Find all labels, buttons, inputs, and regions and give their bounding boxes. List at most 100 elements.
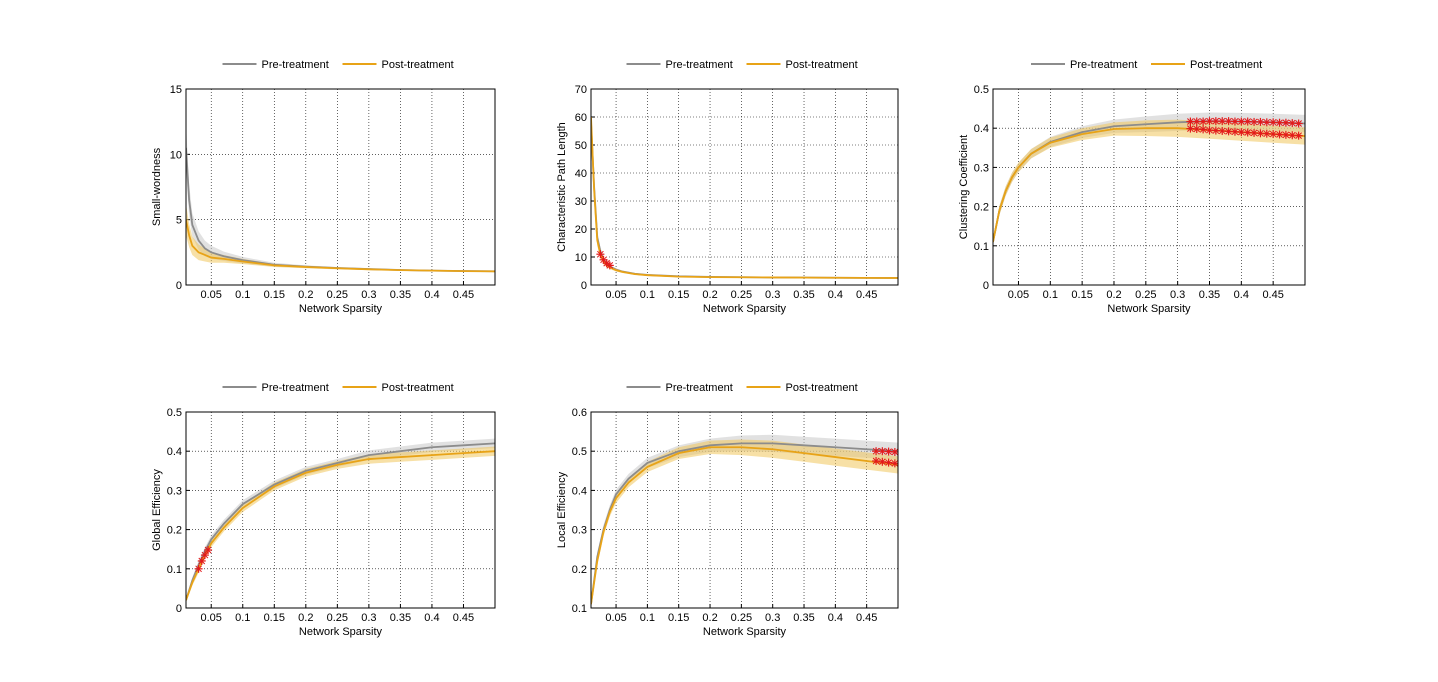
- x-tick-label: 0.3: [361, 289, 376, 301]
- x-tick-label: 0.1: [235, 612, 250, 624]
- y-tick-label: 5: [176, 215, 182, 227]
- significance-marker: [1218, 126, 1227, 135]
- y-tick-label: 70: [575, 84, 587, 96]
- x-tick-label: 0.05: [605, 289, 626, 301]
- significance-marker: [1269, 130, 1278, 139]
- y-tick-label: 0.1: [974, 241, 989, 253]
- y-tick-label: 0.3: [572, 525, 587, 537]
- legend: Pre-treatment Post-treatment: [626, 382, 858, 394]
- x-tick-label: 0.1: [1043, 289, 1058, 301]
- x-tick-label: 0.2: [298, 612, 313, 624]
- y-tick-label: 0.3: [167, 485, 182, 497]
- x-tick-label: 0.4: [828, 612, 843, 624]
- x-tick-label: 0.4: [1234, 289, 1249, 301]
- x-tick-label: 0.05: [1008, 289, 1029, 301]
- significance-marker: [1192, 117, 1201, 126]
- x-tick-label: 0.15: [264, 289, 285, 301]
- x-tick-label: 0.2: [702, 612, 717, 624]
- legend-pre-label: Pre-treatment: [262, 59, 329, 71]
- grid: [591, 88, 898, 286]
- legend-post-label: Post-treatment: [786, 382, 858, 394]
- significance-marker: [884, 458, 893, 467]
- y-tick-label: 0.4: [167, 446, 182, 458]
- legend-post-label: Post-treatment: [382, 382, 454, 394]
- axes-frame: [992, 88, 1306, 286]
- axes-frame: [590, 88, 899, 286]
- significance-marker: [197, 556, 206, 565]
- legend: Pre-treatment Post-treatment: [222, 59, 454, 71]
- y-tick-label: 0.5: [572, 446, 587, 458]
- significance-marker: [1199, 125, 1208, 134]
- legend-post-label: Post-treatment: [786, 59, 858, 71]
- x-axis-label: Network Sparsity: [299, 626, 383, 638]
- y-tick-label: 10: [575, 252, 587, 264]
- y-tick-label: 30: [575, 196, 587, 208]
- significance-markers: [1186, 117, 1303, 140]
- y-tick-label: 50: [575, 140, 587, 152]
- legend-post-label: Post-treatment: [1190, 59, 1262, 71]
- post-treatment-band: [591, 439, 898, 608]
- clustering-coefficient-chart: Pre-treatment Post-treatment 0.05 0.1 0.15 0.…: [958, 59, 1306, 315]
- post-treatment-band: [993, 119, 1305, 246]
- significance-marker: [200, 551, 209, 560]
- series-group: [186, 124, 495, 273]
- x-tick-label: 0.3: [765, 289, 780, 301]
- x-tick-label: 0.3: [765, 612, 780, 624]
- axes-frame: [185, 88, 496, 286]
- x-tick-label: 0.45: [1262, 289, 1283, 301]
- significance-marker: [1205, 117, 1214, 126]
- plot-area: [591, 89, 898, 285]
- y-tick-label: 0.6: [572, 407, 587, 419]
- x-tick-label: 0.45: [856, 289, 877, 301]
- y-axis-label: Characteristic Path Length: [556, 122, 568, 252]
- y-tick-label: 0: [176, 280, 182, 292]
- x-tick-label: 0.35: [793, 612, 814, 624]
- y-tick-label: 60: [575, 112, 587, 124]
- y-tick-label: 0.1: [167, 564, 182, 576]
- pre-treatment-band: [591, 434, 898, 608]
- x-tick-label: 0.3: [1170, 289, 1185, 301]
- significance-markers: [596, 250, 614, 270]
- post-treatment-line: [186, 450, 495, 601]
- legend-pre-label: Pre-treatment: [666, 59, 733, 71]
- legend: Pre-treatment Post-treatment: [1031, 59, 1262, 71]
- legend-pre-label: Pre-treatment: [666, 382, 733, 394]
- x-tick-label: 0.25: [1135, 289, 1156, 301]
- characteristic-path-length-chart: Pre-treatment Post-treatment 0.05 0.1 0.15 0.…: [556, 59, 899, 315]
- x-tick-label: 0.2: [298, 289, 313, 301]
- local-efficiency-chart: Pre-treatment Post-treatment 0.05 0.1 0.15 0.…: [556, 382, 899, 638]
- x-tick-label: 0.4: [424, 289, 439, 301]
- y-tick-label: 40: [575, 168, 587, 180]
- significance-markers: [194, 545, 213, 573]
- y-tick-label: 0: [581, 280, 587, 292]
- series-group: [993, 112, 1305, 246]
- series-group: [186, 438, 495, 603]
- significance-marker: [1211, 117, 1220, 126]
- post-treatment-line: [591, 446, 898, 605]
- significance-marker: [1269, 118, 1278, 127]
- x-tick-label: 0.45: [856, 612, 877, 624]
- y-tick-label: 0.5: [974, 84, 989, 96]
- y-tick-label: 0.4: [974, 123, 989, 135]
- significance-marker: [1294, 131, 1303, 140]
- x-tick-label: 0.35: [1199, 289, 1220, 301]
- significance-marker: [1294, 119, 1303, 128]
- post-treatment-line: [186, 219, 495, 273]
- global-efficiency-chart: Pre-treatment Post-treatment 0.05 0.1 0.15 0.…: [151, 382, 496, 638]
- x-tick-label: 0.45: [453, 612, 474, 624]
- x-tick-label: 0.4: [424, 612, 439, 624]
- x-axis-label: Network Sparsity: [703, 303, 787, 315]
- x-tick-label: 0.05: [201, 612, 222, 624]
- axes-frame: [590, 411, 899, 609]
- significance-marker: [194, 564, 203, 573]
- y-tick-label: 10: [170, 149, 182, 161]
- x-tick-label: 0.15: [668, 612, 689, 624]
- x-tick-label: 0.1: [640, 612, 655, 624]
- x-tick-label: 0.1: [640, 289, 655, 301]
- x-tick-label: 0.35: [390, 612, 411, 624]
- x-tick-label: 0.35: [793, 289, 814, 301]
- x-tick-label: 0.35: [390, 289, 411, 301]
- plot-area: [186, 412, 495, 608]
- significance-marker: [1211, 126, 1220, 135]
- legend: Pre-treatment Post-treatment: [626, 59, 858, 71]
